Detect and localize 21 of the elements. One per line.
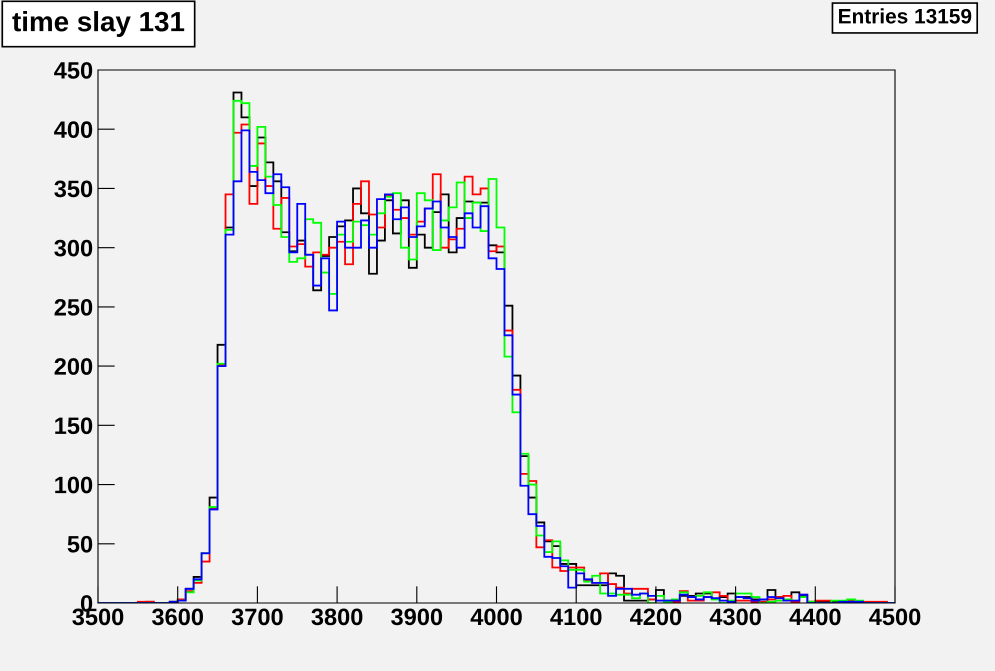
y-tick-label: 50 (68, 536, 92, 553)
y-tick-label: 250 (54, 298, 92, 316)
chart-title: time slay 131 (12, 11, 184, 37)
y-tick-label: 400 (54, 121, 92, 138)
x-tick-label: 4300 (710, 608, 761, 626)
x-tick-label: 4400 (789, 608, 841, 626)
x-tick-label: 4200 (630, 608, 682, 626)
x-tick-label: 3900 (391, 608, 442, 626)
y-tick-label: 300 (54, 240, 92, 256)
text: Entries 13159 (839, 8, 972, 24)
x-tick-label: 3600 (152, 608, 203, 626)
y-tick-label: 350 (54, 180, 92, 198)
y-tick-label: 200 (54, 358, 92, 375)
y-tick-label: 100 (55, 476, 92, 494)
y-tick-label: 150 (55, 417, 92, 434)
x-tick-label: 4000 (470, 608, 522, 626)
x-tick-label: 4500 (869, 608, 920, 626)
x-tick-label: 3700 (232, 608, 283, 626)
x-tick-label: 4100 (550, 608, 602, 626)
y-tick-label: 450 (54, 62, 92, 79)
x-tick-label: 3800 (311, 608, 362, 626)
